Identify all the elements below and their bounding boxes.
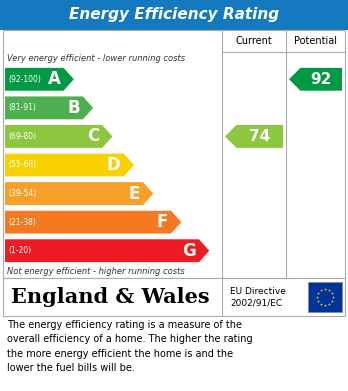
Text: (92-100): (92-100) [8, 75, 41, 84]
Polygon shape [5, 239, 209, 262]
Text: (69-80): (69-80) [8, 132, 36, 141]
Text: G: G [182, 242, 196, 260]
Text: D: D [107, 156, 121, 174]
Text: B: B [67, 99, 80, 117]
Text: (55-68): (55-68) [8, 160, 36, 170]
Polygon shape [5, 125, 112, 148]
Polygon shape [5, 182, 153, 205]
Text: C: C [87, 127, 99, 145]
Text: E: E [129, 185, 140, 203]
Text: Very energy efficient - lower running costs: Very energy efficient - lower running co… [7, 54, 185, 63]
Bar [3, 278, 345, 316]
Text: The energy efficiency rating is a measure of the
overall efficiency of a home. T: The energy efficiency rating is a measur… [7, 320, 253, 373]
Text: EU Directive: EU Directive [230, 287, 286, 296]
Text: (39-54): (39-54) [8, 189, 36, 198]
Polygon shape [5, 154, 134, 176]
Polygon shape [225, 125, 283, 148]
Text: A: A [48, 70, 61, 88]
Text: Potential: Potential [294, 36, 337, 46]
Text: Not energy efficient - higher running costs: Not energy efficient - higher running co… [7, 267, 185, 276]
Text: 2002/91/EC: 2002/91/EC [230, 298, 282, 307]
Bar [0, 0, 348, 30]
Text: (81-91): (81-91) [8, 103, 36, 112]
Text: Current: Current [236, 36, 272, 46]
Text: England & Wales: England & Wales [11, 287, 209, 307]
Text: (21-38): (21-38) [8, 218, 36, 227]
Bar [3, 30, 345, 278]
Text: 74: 74 [249, 129, 270, 144]
Text: Energy Efficiency Rating: Energy Efficiency Rating [69, 7, 279, 23]
Polygon shape [289, 68, 342, 91]
Polygon shape [5, 68, 74, 91]
Polygon shape [5, 211, 181, 233]
Text: (1-20): (1-20) [8, 246, 31, 255]
Polygon shape [5, 97, 93, 119]
Bar [308, 282, 342, 312]
Text: F: F [157, 213, 168, 231]
Text: 92: 92 [310, 72, 332, 87]
